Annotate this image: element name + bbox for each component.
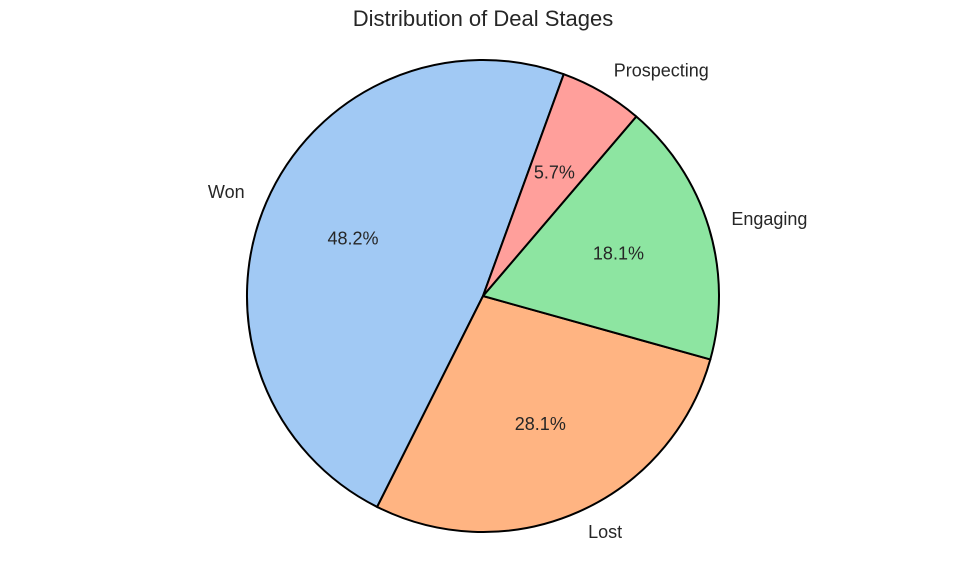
slice-label-won: Won <box>208 182 245 202</box>
slice-percent-prospecting: 5.7% <box>534 162 575 182</box>
pie-slice-engaging <box>482 115 720 361</box>
slices-layer <box>246 59 720 533</box>
chart-title: Distribution of Deal Stages <box>352 6 614 31</box>
pie-slice-lost <box>376 295 712 533</box>
slice-percent-engaging: 18.1% <box>593 243 644 263</box>
slice-percent-lost: 28.1% <box>515 414 566 434</box>
pie-slice-won <box>246 59 565 508</box>
pie-slice-prospecting <box>482 73 638 297</box>
slice-label-lost: Lost <box>588 522 622 542</box>
slice-label-engaging: Engaging <box>731 209 807 229</box>
slice-percent-won: 48.2% <box>327 229 378 249</box>
labels-layer: Won 48.2% Lost 28.1% Engaging 18.1% Prospectin… <box>208 61 807 543</box>
slice-label-prospecting: Prospecting <box>614 61 709 81</box>
